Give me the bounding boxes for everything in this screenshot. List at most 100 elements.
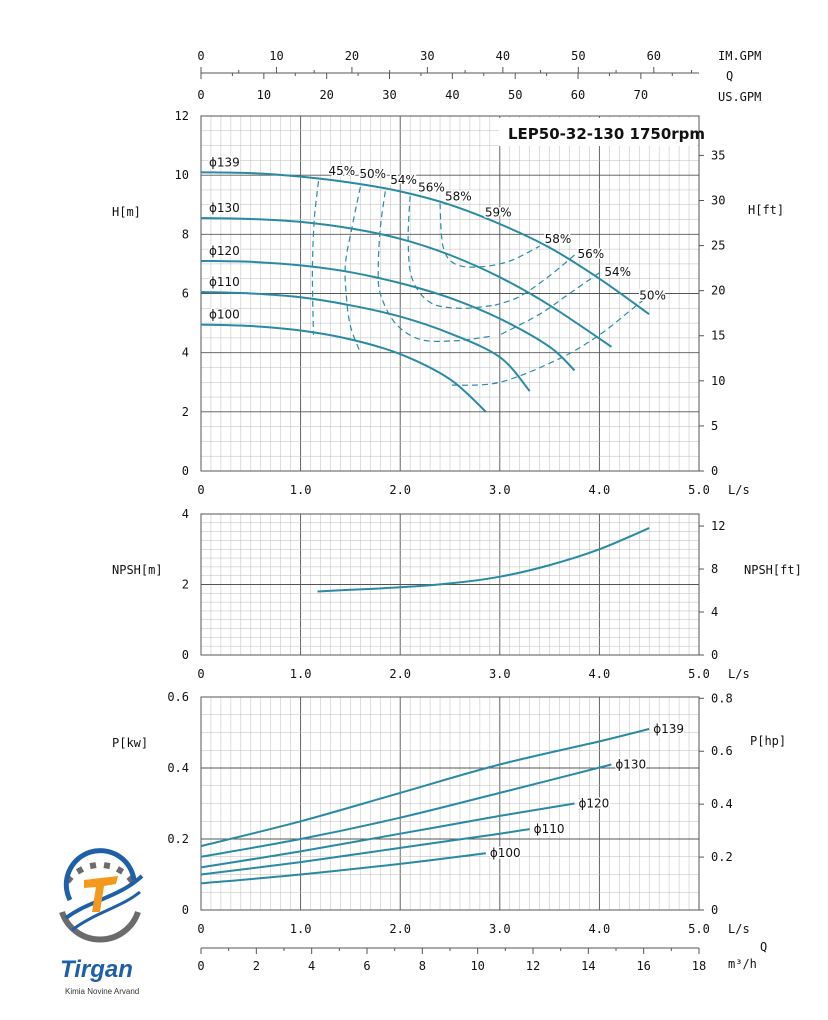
x-tick-label: 4.0	[589, 667, 611, 681]
m3h-tick-label: 0	[197, 959, 204, 973]
y-tick-label: 0	[182, 464, 189, 478]
y-right-tick-label: 25	[711, 239, 725, 253]
efficiency-curve	[439, 203, 540, 268]
x-tick-label: 2.0	[389, 922, 411, 936]
im-gpm-tick-label: 20	[345, 49, 359, 63]
y-right-tick-label: 0.2	[711, 850, 733, 864]
y-right-tick-label: 0.8	[711, 691, 733, 705]
x-tick-label: 0	[197, 483, 204, 497]
gear-tooth	[103, 862, 111, 870]
y-right-axis-label: NPSH[ft]	[744, 563, 802, 577]
gear-tooth	[75, 866, 85, 875]
y-right-tick-label: 10	[711, 374, 725, 388]
head-curve-series	[200, 171, 650, 316]
curve-annotation: ϕ100	[209, 308, 240, 322]
x-tick-label: 1.0	[290, 922, 312, 936]
efficiency-curve	[494, 254, 575, 306]
y-axis-label: P[kw]	[112, 736, 148, 750]
curve-annotation: 56%	[418, 180, 445, 194]
y-right-tick-label: 5	[711, 419, 718, 433]
power-curve-series	[200, 763, 612, 858]
logo-subtitle: Kimia Novine Arvand	[65, 987, 139, 996]
curve-annotation: 50%	[639, 288, 666, 302]
y-tick-label: 4	[182, 346, 189, 360]
power-curve-series	[200, 852, 487, 885]
y-right-tick-label: 30	[711, 193, 725, 207]
m3h-tick-label: 8	[419, 959, 426, 973]
wave-ring-icon	[63, 848, 137, 902]
y-right-tick-label: 0.6	[711, 744, 733, 758]
curve-annotation: 50%	[359, 167, 386, 181]
y-axis-label: NPSH[m]	[112, 563, 163, 577]
curve-annotation: 58%	[445, 189, 472, 203]
y-right-tick-label: 35	[711, 148, 725, 162]
grid-panel-0	[200, 115, 700, 472]
curve-annotation: 59%	[485, 206, 512, 220]
power-curve-series	[200, 828, 530, 876]
curve-annotation: 56%	[577, 247, 604, 261]
y-right-tick-label: 0	[711, 903, 718, 917]
y-tick-label: 6	[182, 287, 189, 301]
m3h-tick-label: 10	[470, 959, 484, 973]
m3h-tick-label: 4	[308, 959, 315, 973]
letter-t-icon	[84, 876, 118, 912]
x-tick-label: 2.0	[389, 483, 411, 497]
us-gpm-tick-label: 50	[508, 88, 522, 102]
im-gpm-tick-label: 50	[571, 49, 585, 63]
curve-annotation: 58%	[545, 232, 572, 246]
power-series-label: ϕ100	[490, 846, 521, 860]
logo	[59, 848, 144, 943]
y-tick-label: 0	[182, 648, 189, 662]
power-series-label: ϕ130	[615, 757, 646, 771]
y-right-tick-label: 20	[711, 284, 725, 298]
grid-panel-1	[200, 513, 700, 656]
curve-annotation: ϕ130	[209, 201, 240, 215]
y-tick-label: 0.6	[167, 690, 189, 704]
x-tick-label: 1.0	[290, 483, 312, 497]
im-gpm-label: IM.GPM	[718, 49, 761, 63]
x-tick-label: 4.0	[589, 483, 611, 497]
y-tick-label: 2	[182, 578, 189, 592]
power-series-label: ϕ120	[579, 797, 610, 811]
x-axis-unit-label: L/s	[728, 483, 750, 497]
power-series-label: ϕ139	[653, 722, 684, 736]
us-gpm-tick-label: 60	[571, 88, 585, 102]
y-right-tick-label: 8	[711, 562, 718, 576]
us-gpm-tick-label: 0	[197, 88, 204, 102]
x-axis-unit-label: L/s	[728, 922, 750, 936]
im-gpm-tick-label: 10	[269, 49, 283, 63]
efficiency-curve	[311, 181, 320, 335]
head-curve-series	[200, 323, 487, 413]
y-tick-label: 8	[182, 227, 189, 241]
title-box	[499, 118, 697, 146]
y-tick-label: 0	[182, 903, 189, 917]
efficiency-curve	[449, 298, 645, 386]
y-right-tick-label: 15	[711, 329, 725, 343]
efficiency-curve	[344, 186, 361, 353]
wave-icon	[64, 874, 144, 920]
y-right-tick-label: 12	[711, 519, 725, 533]
y-tick-label: 0.4	[167, 761, 189, 775]
curve-annotation: 45%	[328, 164, 355, 178]
x-tick-label: 3.0	[489, 922, 511, 936]
us-gpm-tick-label: 40	[445, 88, 459, 102]
head-curve-series	[200, 217, 612, 348]
panel-frame	[200, 696, 700, 911]
power-series-label: ϕ110	[534, 822, 565, 836]
x-axis-unit-label: L/s	[728, 667, 750, 681]
y-right-axis-label: H[ft]	[748, 203, 784, 217]
efficiency-curve	[499, 272, 600, 336]
gear-tooth	[89, 862, 97, 870]
y-tick-label: 10	[175, 168, 189, 182]
x-tick-label: 3.0	[489, 667, 511, 681]
x-tick-label: 5.0	[688, 922, 710, 936]
m3h-tick-label: 2	[253, 959, 260, 973]
y-right-tick-label: 4	[711, 605, 718, 619]
top-q-label: Q	[726, 69, 733, 83]
m3h-tick-label: 16	[636, 959, 650, 973]
curve-annotation: 54%	[604, 265, 631, 279]
m3h-unit-label: m³/h	[728, 957, 757, 971]
logo-name: Tirgan	[60, 956, 133, 983]
